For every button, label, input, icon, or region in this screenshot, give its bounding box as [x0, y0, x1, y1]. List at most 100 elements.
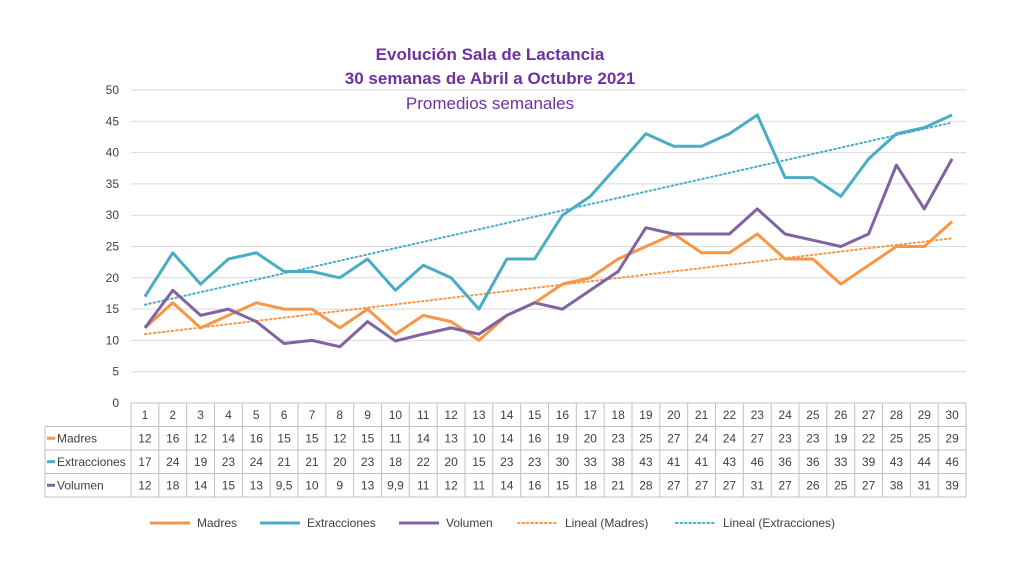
data-label: 41 [667, 455, 681, 469]
data-label: 36 [806, 455, 820, 469]
chart-subtitle: Promedios semanales [406, 94, 574, 113]
series-name: Extracciones [57, 455, 126, 469]
trendline [143, 237, 954, 336]
data-label: 13 [361, 478, 375, 492]
x-tick-label: 14 [500, 408, 514, 422]
data-label: 9,9 [387, 478, 404, 492]
data-label: 20 [444, 455, 458, 469]
data-table: 1 2 3 4 5 6 7 8 9 10 11 12 13 14 15 16 17 18 19 20 21 22 23 24 2… [44, 402, 967, 498]
y-tick-label: 5 [112, 365, 119, 379]
data-label: 25 [834, 478, 848, 492]
legend: Madres Extracciones Volumen Lineal (Madres)… [150, 516, 835, 530]
x-tick-label: 3 [197, 408, 204, 422]
x-tick-label: 23 [751, 408, 765, 422]
y-tick-label: 35 [106, 177, 120, 191]
data-label: 31 [918, 478, 932, 492]
data-label: 21 [611, 478, 625, 492]
data-label: 15 [472, 455, 486, 469]
data-label: 10 [472, 431, 486, 445]
data-label: 12 [444, 478, 458, 492]
data-label: 16 [250, 431, 264, 445]
data-label: 23 [361, 455, 375, 469]
data-label: 31 [751, 478, 765, 492]
data-label: 15 [556, 478, 570, 492]
legend-label: Lineal (Extracciones) [723, 516, 835, 530]
data-label: 21 [277, 455, 291, 469]
data-label: 11 [417, 478, 430, 492]
data-label: 22 [417, 455, 431, 469]
series-name: Madres [57, 431, 97, 445]
data-label: 14 [500, 478, 514, 492]
series-line [143, 220, 954, 342]
x-tick-label: 30 [945, 408, 959, 422]
data-label: 43 [723, 455, 737, 469]
data-label: 44 [918, 455, 932, 469]
x-tick-label: 8 [336, 408, 343, 422]
data-label: 23 [500, 455, 514, 469]
x-tick-label: 25 [806, 408, 820, 422]
x-tick-label: 12 [444, 408, 458, 422]
legend-label: Lineal (Madres) [565, 516, 648, 530]
data-label: 43 [890, 455, 904, 469]
x-tick-label: 1 [142, 408, 149, 422]
data-label: 16 [528, 431, 542, 445]
data-label: 27 [667, 431, 681, 445]
data-label: 39 [945, 478, 959, 492]
data-label: 27 [751, 431, 765, 445]
legend-label: Madres [197, 516, 237, 530]
data-label: 15 [305, 431, 319, 445]
x-tick-label: 17 [584, 408, 598, 422]
data-label: 41 [695, 455, 709, 469]
data-label: 38 [611, 455, 625, 469]
data-label: 15 [277, 431, 291, 445]
y-tick-label: 20 [106, 271, 120, 285]
x-tick-label: 24 [778, 408, 792, 422]
series-lines [143, 113, 954, 349]
data-label: 24 [250, 455, 264, 469]
y-tick-label: 15 [106, 302, 120, 316]
x-tick-label: 5 [253, 408, 260, 422]
y-tick-label: 30 [106, 208, 120, 222]
data-label: 12 [138, 431, 152, 445]
series-name: Volumen [57, 478, 104, 492]
data-label: 18 [166, 478, 180, 492]
data-label: 10 [305, 478, 319, 492]
x-tick-label: 22 [723, 408, 737, 422]
trendlines [143, 121, 954, 336]
data-label: 36 [778, 455, 792, 469]
data-label: 24 [723, 431, 737, 445]
data-label: 14 [417, 431, 431, 445]
legend-label: Extracciones [307, 516, 376, 530]
data-label: 23 [528, 455, 542, 469]
data-label: 27 [723, 478, 737, 492]
data-label: 14 [500, 431, 514, 445]
data-label: 27 [778, 478, 792, 492]
data-label: 27 [695, 478, 709, 492]
data-label: 23 [222, 455, 236, 469]
data-label: 9 [336, 478, 343, 492]
data-label: 20 [333, 455, 347, 469]
data-label: 25 [639, 431, 653, 445]
data-label: 24 [166, 455, 180, 469]
chart-title-line2: 30 semanas de Abril a Octubre 2021 [345, 69, 635, 88]
data-label: 15 [222, 478, 236, 492]
data-label: 19 [834, 431, 848, 445]
x-tick-label: 29 [918, 408, 932, 422]
x-tick-label: 9 [364, 408, 371, 422]
data-label: 20 [584, 431, 598, 445]
data-label: 19 [556, 431, 570, 445]
y-tick-label: 0 [112, 396, 119, 410]
x-tick-label: 18 [611, 408, 625, 422]
data-label: 25 [890, 431, 904, 445]
data-label: 28 [639, 478, 653, 492]
data-label: 14 [194, 478, 208, 492]
data-label: 27 [862, 478, 876, 492]
x-tick-label: 10 [389, 408, 403, 422]
data-label: 29 [945, 431, 959, 445]
y-tick-label: 10 [106, 333, 120, 347]
y-tick-label: 45 [106, 114, 120, 128]
x-tick-label: 6 [281, 408, 288, 422]
data-label: 46 [751, 455, 765, 469]
y-tick-label: 40 [106, 146, 120, 160]
